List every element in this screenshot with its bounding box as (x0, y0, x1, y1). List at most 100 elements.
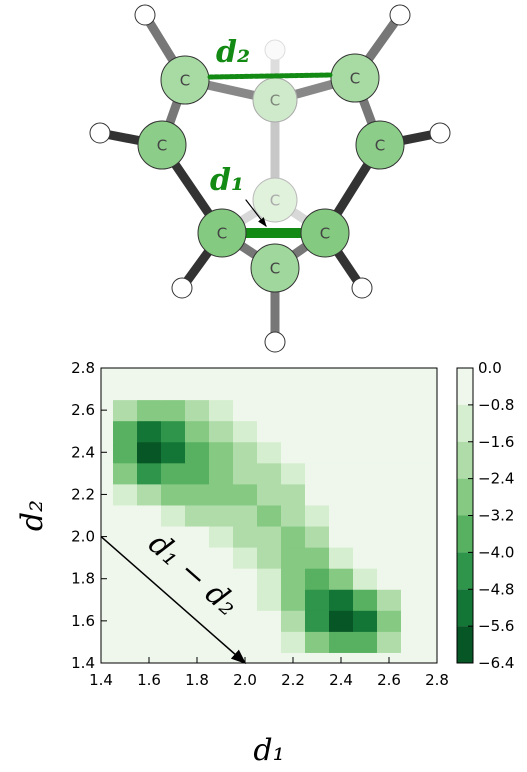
contour-cell (185, 505, 210, 527)
contour-cell (281, 484, 306, 506)
colorbar-band (457, 368, 473, 405)
atom-label: C (217, 225, 227, 243)
contour-cell (353, 442, 378, 464)
contour-cell (401, 379, 426, 401)
contour-cell (329, 379, 354, 401)
distance-label: d₂ (216, 35, 250, 70)
contour-cell (137, 421, 162, 443)
contour-cell (113, 442, 138, 464)
contour-cell (329, 526, 354, 548)
contour-cell (209, 505, 234, 527)
atom-label: C (270, 260, 280, 278)
contour-cell (209, 421, 234, 443)
colorbar-band (457, 479, 473, 516)
x-tick-label: 2.8 (425, 671, 449, 689)
colorbar-tick-label: −3.2 (478, 507, 514, 525)
contour-cell (281, 526, 306, 548)
contour-cell (377, 421, 402, 443)
colorbar-band (457, 405, 473, 442)
contour-cell (209, 547, 234, 569)
atom-label: C (270, 192, 280, 210)
contour-cell (401, 568, 426, 590)
contour-cell (137, 442, 162, 464)
contour-cell (377, 568, 402, 590)
contour-cell (329, 631, 354, 653)
contour-cell (185, 400, 210, 422)
contour-cell (353, 610, 378, 632)
contour-cell (257, 610, 282, 632)
contour-cell (113, 589, 138, 611)
colorbar-band (457, 552, 473, 589)
colorbar-tick-label: −2.4 (478, 470, 514, 488)
contour-cell (137, 400, 162, 422)
contour-cell (233, 568, 258, 590)
colorbar-band (457, 516, 473, 553)
contour-cell (401, 505, 426, 527)
contour-cell (353, 400, 378, 422)
colorbar-tick-label: −4.8 (478, 580, 514, 598)
contour-cell (161, 505, 186, 527)
contour-cell (257, 526, 282, 548)
y-tick-label: 1.6 (71, 612, 95, 630)
contour-cell (113, 526, 138, 548)
y-tick-label: 2.8 (71, 359, 95, 377)
contour-cell (137, 379, 162, 401)
contour-cell (305, 526, 330, 548)
contour-cell (113, 568, 138, 590)
contour-cell (401, 610, 426, 632)
contour-cell (281, 505, 306, 527)
contour-cell (209, 526, 234, 548)
colorbar-tick-label: −6.4 (478, 654, 514, 672)
atom-label: C (375, 137, 385, 155)
contour-cell (281, 463, 306, 485)
contour-cell (137, 610, 162, 632)
contour-cell (281, 442, 306, 464)
contour-cell (353, 589, 378, 611)
x-axis-label: d₁ (253, 733, 284, 768)
contour-cell (329, 442, 354, 464)
contour-cell (161, 610, 186, 632)
y-tick-label: 2.2 (71, 485, 95, 503)
contour-cell (185, 526, 210, 548)
contour-cell (329, 463, 354, 485)
contour-cell (305, 589, 330, 611)
contour-cell (233, 400, 258, 422)
contour-cell (161, 484, 186, 506)
colorbar-tick-label: −1.6 (478, 433, 514, 451)
contour-cell (185, 379, 210, 401)
contour-cell (281, 379, 306, 401)
contour-cell (233, 610, 258, 632)
contour-cell (329, 505, 354, 527)
contour-cell (257, 379, 282, 401)
contour-cell (257, 589, 282, 611)
x-tick-label: 2.6 (377, 671, 401, 689)
contour-cell (113, 421, 138, 443)
contour-cell (281, 610, 306, 632)
contour-cell (233, 379, 258, 401)
contour-cell (257, 568, 282, 590)
contour-cell (233, 547, 258, 569)
contour-cell (401, 463, 426, 485)
contour-cell (401, 526, 426, 548)
y-tick-label: 1.8 (71, 570, 95, 588)
contour-cell (305, 631, 330, 653)
contour-cell (233, 421, 258, 443)
contour-cell (161, 463, 186, 485)
contour-cell (353, 526, 378, 548)
contour-cell (377, 610, 402, 632)
molecule-diagram: C C C C C C C C C d₂ d₁ (90, 5, 450, 352)
contour-cell (353, 505, 378, 527)
contour-cell (305, 400, 330, 422)
contour-cell (353, 631, 378, 653)
contour-cell (209, 442, 234, 464)
contour-cell (353, 463, 378, 485)
contour-cell (353, 568, 378, 590)
contour-cell (401, 421, 426, 443)
contour-cell (137, 463, 162, 485)
contour-cell (305, 484, 330, 506)
contour-cell (185, 484, 210, 506)
colorbar-band (457, 589, 473, 626)
contour-cell (137, 631, 162, 653)
contour-cell (161, 631, 186, 653)
y-tick-label: 1.4 (71, 654, 95, 672)
